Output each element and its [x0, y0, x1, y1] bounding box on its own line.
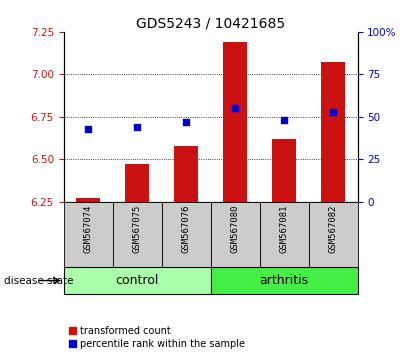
- Text: GSM567075: GSM567075: [133, 205, 142, 253]
- Point: [330, 109, 336, 115]
- Bar: [174, 146, 199, 202]
- Text: GSM567076: GSM567076: [182, 205, 191, 253]
- Text: arthritis: arthritis: [259, 274, 309, 287]
- Bar: [64, 267, 210, 294]
- Text: GSM567081: GSM567081: [279, 205, 289, 253]
- Point: [85, 126, 92, 132]
- Bar: [321, 62, 345, 202]
- Bar: [211, 267, 358, 294]
- Bar: [76, 198, 100, 202]
- Bar: [113, 202, 162, 267]
- Bar: [64, 202, 113, 267]
- Bar: [162, 202, 211, 267]
- Point: [232, 105, 238, 111]
- Bar: [309, 202, 358, 267]
- Point: [134, 124, 141, 130]
- Bar: [272, 139, 296, 202]
- Text: control: control: [115, 274, 159, 287]
- Bar: [223, 42, 247, 202]
- Bar: [125, 164, 150, 202]
- Point: [183, 119, 189, 125]
- Legend: transformed count, percentile rank within the sample: transformed count, percentile rank withi…: [69, 326, 245, 349]
- Text: disease state: disease state: [4, 275, 74, 286]
- Text: GSM567074: GSM567074: [84, 205, 93, 253]
- Point: [281, 118, 287, 123]
- Text: GSM567082: GSM567082: [328, 205, 337, 253]
- Text: GSM567080: GSM567080: [231, 205, 240, 253]
- Title: GDS5243 / 10421685: GDS5243 / 10421685: [136, 17, 285, 31]
- Bar: [260, 202, 309, 267]
- Bar: [211, 202, 260, 267]
